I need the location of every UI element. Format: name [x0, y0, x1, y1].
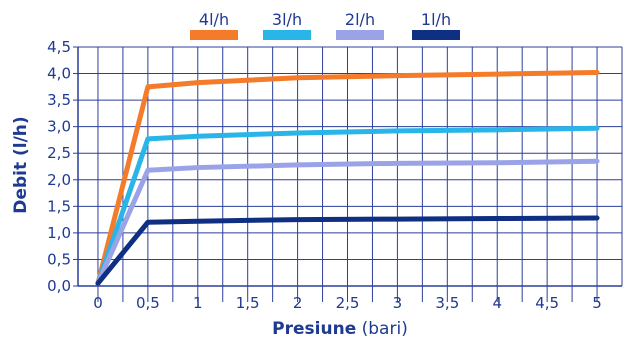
series-lines [95, 69, 600, 286]
x-tick-label: 4,5 [535, 294, 559, 312]
y-tick-label: 0,5 [47, 250, 71, 268]
y-tick-label: 1,0 [47, 224, 71, 242]
y-tick-label: 0,0 [47, 277, 71, 295]
y-tick-label: 4,0 [47, 65, 71, 83]
y-tick-label: 3,0 [47, 118, 71, 136]
series-line-1 [95, 69, 600, 286]
x-tick-label: 0,5 [136, 294, 160, 312]
y-axis-title: Debit (l/h) [11, 116, 31, 213]
legend-label: 2l/h [345, 10, 375, 29]
series-line-3 [95, 158, 600, 286]
legend-label: 3l/h [272, 10, 302, 29]
x-tick-label: 1,5 [236, 294, 260, 312]
x-axis-title: Presiune (bari) [272, 319, 408, 339]
legend-swatch [190, 30, 238, 40]
legend-swatch [412, 30, 460, 40]
y-tick-label: 2,5 [47, 144, 71, 162]
y-tick-label: 1,5 [47, 197, 71, 215]
x-tick-label: 0 [93, 294, 103, 312]
x-tick-label: 4 [492, 294, 502, 312]
legend-swatch [336, 30, 384, 40]
legend-label: 1l/h [421, 10, 451, 29]
y-tick-label: 4,5 [47, 38, 71, 56]
y-tick-label: 2,0 [47, 171, 71, 189]
x-tick-label: 1 [193, 294, 203, 312]
series-line-2 [95, 125, 600, 286]
legend-swatch [263, 30, 311, 40]
x-axis-ticks: 0 0,5 1 1,5 2 2,5 3 3,5 4 4,5 5 [93, 286, 602, 312]
series-line-4 [95, 215, 600, 286]
x-tick-label: 2,5 [336, 294, 360, 312]
x-tick-label: 5 [592, 294, 602, 312]
legend-label: 4l/h [199, 10, 229, 29]
x-tick-label: 3 [393, 294, 403, 312]
plot-frame [77, 47, 623, 287]
y-tick-label: 3,5 [47, 91, 71, 109]
x-tick-label: 2 [293, 294, 303, 312]
legend: 4l/h 3l/h 2l/h 1l/h [190, 10, 460, 40]
y-axis-ticks: 0,0 0,5 1,0 1,5 2,0 2,5 3,0 3,5 4,0 4,5 [47, 38, 78, 295]
x-tick-label: 3,5 [435, 294, 459, 312]
